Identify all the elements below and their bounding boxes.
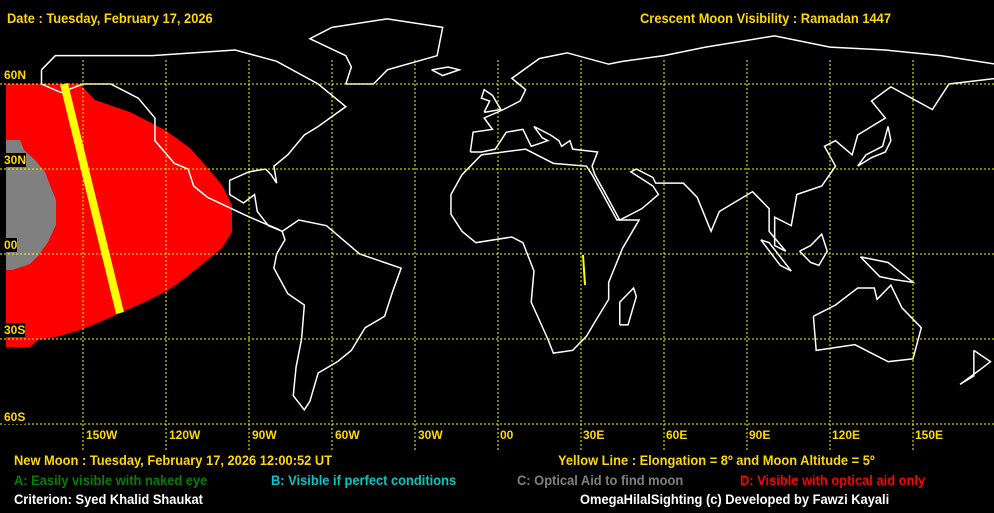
lat-label-30s: 30S	[4, 323, 26, 337]
lon-label-00: 00	[500, 428, 514, 442]
madagascar-coast	[618, 286, 638, 326]
eurasia-coast	[469, 35, 994, 252]
visibility-zones	[6, 84, 232, 347]
new-zealand-coast	[959, 349, 992, 385]
legend-b: B: Visible if perfect conditions	[271, 472, 457, 488]
north-america-coast	[40, 49, 348, 233]
new-moon-time: New Moon : Tuesday, February 17, 2026 12…	[14, 452, 333, 468]
legend-c: C: Optical Aid to find moon	[517, 472, 684, 488]
yellow-line-east	[582, 254, 586, 286]
zone-d-region	[6, 84, 232, 347]
south-america-coast	[273, 219, 403, 412]
map-title: Crescent Moon Visibility : Ramadan 1447	[640, 10, 892, 26]
greenland-coast	[308, 18, 444, 85]
grid-lines	[0, 60, 994, 450]
lon-label-90e: 90E	[749, 428, 771, 442]
britain-coast	[480, 88, 502, 114]
lon-label-150w: 150W	[86, 428, 118, 442]
australia-coast	[812, 283, 923, 363]
lon-label-60w: 60W	[335, 428, 360, 442]
lon-label-120e: 120E	[832, 428, 861, 442]
lon-label-150e: 150E	[915, 428, 944, 442]
criterion-label: Criterion: Syed Khalid Shaukat	[14, 491, 203, 507]
lon-label-120w: 120W	[169, 428, 201, 442]
lon-label-30e: 30E	[583, 428, 605, 442]
iceland-coast	[431, 66, 462, 77]
yellow-line-legend: Yellow Line : Elongation = 8º and Moon A…	[558, 452, 875, 468]
borneo-coast	[799, 232, 829, 267]
japan-coast	[857, 126, 892, 167]
lat-label-00: 00	[4, 238, 18, 252]
africa-coast	[450, 148, 641, 354]
sumatra-coast	[760, 239, 792, 272]
legend-a: A: Easily visible with naked eye	[14, 472, 208, 488]
lat-label-60s: 60S	[4, 410, 26, 424]
legend-d: D: Visible with optical aid only	[740, 472, 926, 488]
zone-c-region	[6, 140, 56, 270]
lon-label-60e: 60E	[666, 428, 688, 442]
credit-label: OmegaHilalSighting (c) Developed by Fawz…	[580, 491, 890, 507]
yellow-line-main	[60, 83, 124, 314]
date-label: Date : Tuesday, February 17, 2026	[7, 10, 213, 26]
lat-label-60n: 60N	[4, 68, 27, 82]
lon-label-90w: 90W	[252, 428, 277, 442]
lat-label-30n: 30N	[4, 153, 27, 167]
new-guinea-coast	[859, 256, 916, 284]
coastlines	[40, 18, 994, 412]
yellow-line	[60, 83, 586, 314]
lon-label-30w: 30W	[418, 428, 443, 442]
